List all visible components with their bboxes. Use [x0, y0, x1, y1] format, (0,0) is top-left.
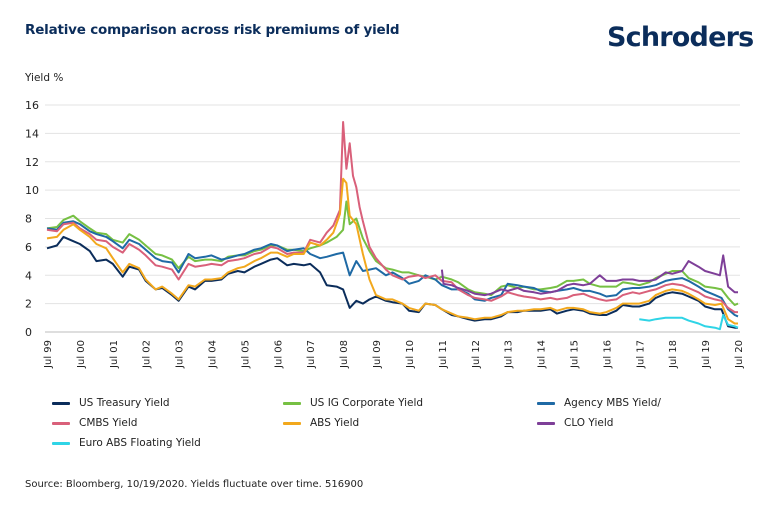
legend-item: US IG Corporate Yield	[283, 397, 423, 409]
x-axis-ticks: Jul 99 Jul 00 Jul 01 Jul 02 Jul 03 Jul 04 Jul …	[43, 340, 745, 369]
x-tick-label: Jul 12	[471, 340, 482, 369]
legend-item: CMBS Yield	[52, 417, 137, 429]
series-line-clo-yield	[440, 254, 738, 297]
x-tick-label: Jul 17	[635, 340, 646, 369]
series-line-agency-mbs-yield	[46, 220, 739, 318]
legend-swatch	[537, 421, 555, 425]
x-tick-label: Jul 14	[537, 340, 548, 369]
gridlines	[45, 104, 740, 333]
legend-item: Agency MBS Yield/	[537, 397, 661, 409]
x-tick-label: Jul 05	[240, 340, 251, 369]
x-tick-label: Jul 11	[438, 340, 449, 369]
schroders-logo: Schroders	[607, 22, 754, 53]
y-tick-label: 6	[25, 241, 32, 254]
legend-label: Euro ABS Floating Yield	[79, 437, 201, 449]
legend-swatch	[52, 421, 70, 425]
legend-item: US Treasury Yield	[52, 397, 170, 409]
x-tick-label: Jul 16	[602, 340, 613, 369]
legend-swatch	[283, 401, 301, 405]
x-tick-label: Jul 01	[109, 340, 120, 369]
legend-item: Euro ABS Floating Yield	[52, 437, 201, 449]
y-tick-label: 14	[25, 127, 39, 140]
legend-label: US Treasury Yield	[79, 397, 170, 409]
legend-swatch	[537, 401, 555, 405]
series-line-euro-abs-floating-yield	[639, 314, 739, 331]
y-tick-label: 4	[25, 269, 32, 282]
x-tick-label: Jul 04	[208, 340, 219, 369]
legend-label: CMBS Yield	[79, 417, 138, 429]
x-tick-label: Jul 00	[76, 340, 87, 369]
y-axis-ticks: 0 2 4 6 8 10 12 14 16	[25, 99, 39, 339]
series-line-us-treasury-yield	[46, 235, 738, 329]
legend-label: ABS Yield	[310, 417, 360, 429]
x-tick-label: Jul 02	[142, 340, 153, 369]
y-axis-label: Yield %	[25, 72, 64, 84]
series-lines	[46, 121, 739, 331]
legend-item: ABS Yield	[283, 417, 359, 429]
x-tick-label: Jul 03	[175, 340, 186, 369]
legend-item: CLO Yield	[537, 417, 613, 429]
x-tick-label: Jul 19	[701, 340, 712, 369]
y-tick-label: 16	[25, 99, 39, 112]
x-tick-label: Jul 09	[372, 340, 383, 369]
series-line-cmbs-yield	[46, 121, 738, 314]
x-tick-label: Jul 06	[273, 340, 284, 369]
x-tick-label: Jul 99	[43, 340, 54, 369]
x-tick-label: Jul 15	[569, 340, 580, 369]
legend-swatch	[283, 421, 301, 425]
x-tick-label: Jul 20	[734, 340, 745, 369]
y-tick-label: 8	[25, 213, 32, 226]
x-tick-label: Jul 18	[668, 340, 679, 369]
x-tick-label: Jul 08	[339, 340, 350, 369]
y-tick-label: 2	[25, 298, 32, 311]
y-tick-label: 0	[25, 326, 32, 339]
legend-swatch	[52, 441, 70, 445]
legend-label: US IG Corporate Yield	[310, 397, 424, 409]
x-tick-label: Jul 13	[504, 340, 515, 369]
x-tick-label: Jul 07	[306, 340, 317, 369]
series-line-abs-yield	[46, 177, 738, 325]
x-tick-label: Jul 10	[405, 340, 416, 369]
legend-label: Agency MBS Yield/	[564, 397, 661, 409]
source-note: Source: Bloomberg, 10/19/2020. Yields fl…	[25, 479, 364, 490]
chart-title: Relative comparison across risk premiums…	[25, 22, 400, 38]
series-line-us-ig-corporate-yield	[46, 200, 739, 306]
y-tick-label: 12	[25, 156, 39, 169]
legend-label: CLO Yield	[564, 417, 614, 429]
y-tick-label: 10	[25, 184, 39, 197]
legend-swatch	[52, 401, 70, 405]
